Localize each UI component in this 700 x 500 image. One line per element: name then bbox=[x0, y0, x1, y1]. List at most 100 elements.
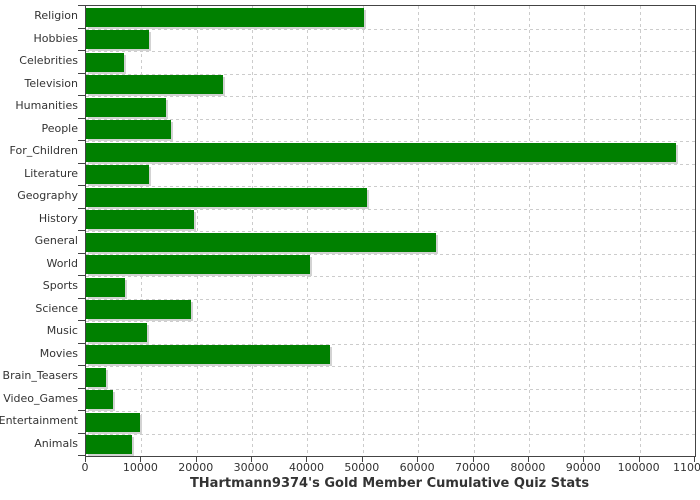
y-tick-label: Literature bbox=[24, 166, 78, 180]
y-tick-mark bbox=[78, 73, 85, 74]
gridline-horizontal bbox=[86, 119, 695, 120]
y-tick-mark bbox=[78, 28, 85, 29]
y-tick-mark bbox=[78, 163, 85, 164]
y-tick-label: Animals bbox=[34, 436, 78, 450]
plot-area bbox=[85, 5, 696, 457]
gridline-horizontal bbox=[86, 231, 695, 232]
y-tick-label: Geography bbox=[17, 189, 78, 203]
bar-sports bbox=[86, 277, 125, 297]
y-tick-mark bbox=[78, 50, 85, 51]
y-tick-label: Hobbies bbox=[33, 31, 78, 45]
x-tick-label: 80000 bbox=[510, 461, 546, 474]
y-tick-mark bbox=[78, 185, 85, 186]
x-tick-label: 30000 bbox=[233, 461, 269, 474]
x-tick-label: 10000 bbox=[122, 461, 158, 474]
x-tick-label: 0 bbox=[81, 461, 89, 474]
y-tick-label: For_Children bbox=[9, 144, 78, 158]
y-tick-mark bbox=[78, 365, 85, 366]
gridline-horizontal bbox=[86, 411, 695, 412]
x-tick-mark bbox=[527, 456, 529, 462]
y-tick-mark bbox=[78, 208, 85, 209]
gridline-horizontal bbox=[86, 366, 695, 367]
y-tick-mark bbox=[78, 388, 85, 389]
y-tick-mark bbox=[78, 253, 85, 254]
bar-humanities bbox=[86, 97, 166, 117]
bar-literature bbox=[86, 165, 149, 184]
x-tick-mark bbox=[472, 456, 474, 462]
bar-general bbox=[86, 232, 436, 252]
y-tick-mark bbox=[78, 275, 85, 276]
y-tick-mark bbox=[78, 320, 85, 321]
bar-music bbox=[86, 322, 147, 342]
bar-celebrities bbox=[86, 52, 124, 72]
x-tick-label: 100000 bbox=[617, 461, 660, 474]
y-tick-label: Humanities bbox=[15, 99, 78, 113]
bar-religion bbox=[86, 7, 364, 27]
gridline-horizontal bbox=[86, 51, 695, 52]
x-tick-mark bbox=[417, 456, 419, 462]
x-tick-label: 50000 bbox=[344, 461, 380, 474]
gridline-horizontal bbox=[86, 96, 695, 97]
y-tick-mark bbox=[78, 433, 85, 434]
gridline-horizontal bbox=[86, 186, 695, 187]
y-tick-mark bbox=[78, 298, 85, 299]
gridline-horizontal bbox=[86, 254, 695, 255]
bar-world bbox=[86, 255, 310, 274]
bar-brain_teasers bbox=[86, 367, 107, 387]
gridline-horizontal bbox=[86, 299, 695, 300]
y-tick-label: Entertainment bbox=[0, 414, 78, 428]
y-tick-label: People bbox=[41, 121, 78, 135]
bar-movies bbox=[86, 345, 331, 364]
x-tick-label: 20000 bbox=[178, 461, 214, 474]
chart-title: THartmann9374's Gold Member Cumulative Q… bbox=[189, 476, 590, 491]
bar-television bbox=[86, 75, 223, 94]
bar-geography bbox=[86, 187, 368, 207]
y-tick-label: Brain_Teasers bbox=[2, 369, 78, 383]
gridline-horizontal bbox=[86, 209, 695, 210]
x-tick-label: 40000 bbox=[288, 461, 324, 474]
y-tick-mark bbox=[78, 455, 85, 456]
y-tick-label: Video_Games bbox=[3, 391, 78, 405]
x-tick-mark bbox=[140, 456, 142, 462]
bar-hobbies bbox=[86, 30, 149, 49]
x-tick-mark bbox=[195, 456, 197, 462]
bar-science bbox=[86, 300, 191, 319]
x-tick-mark bbox=[583, 456, 585, 462]
x-tick-label: 90000 bbox=[565, 461, 601, 474]
gridline-horizontal bbox=[86, 141, 695, 142]
x-tick-label: 70000 bbox=[455, 461, 491, 474]
gridline-horizontal bbox=[86, 276, 695, 277]
y-tick-mark bbox=[78, 410, 85, 411]
y-tick-label: Television bbox=[24, 76, 79, 90]
y-tick-label: Religion bbox=[34, 9, 78, 23]
gridline-horizontal bbox=[86, 321, 695, 322]
y-tick-label: Sports bbox=[42, 279, 78, 293]
y-tick-mark bbox=[78, 5, 85, 6]
x-tick-mark bbox=[85, 456, 86, 462]
bar-for_children bbox=[86, 142, 677, 162]
gridline-horizontal bbox=[86, 164, 695, 165]
y-tick-mark bbox=[78, 118, 85, 119]
bar-video_games bbox=[86, 390, 113, 409]
bar-animals bbox=[86, 435, 132, 454]
gridline-horizontal bbox=[86, 344, 695, 345]
gridline-horizontal bbox=[86, 389, 695, 390]
y-tick-label: Movies bbox=[39, 346, 78, 360]
y-tick-label: Science bbox=[35, 301, 78, 315]
y-tick-mark bbox=[78, 230, 85, 231]
x-tick-label: 110000 bbox=[673, 461, 700, 474]
x-tick-label: 60000 bbox=[399, 461, 435, 474]
y-tick-label: Music bbox=[46, 324, 78, 338]
gridline-horizontal bbox=[86, 74, 695, 75]
x-tick-mark bbox=[251, 456, 253, 462]
gridline-horizontal bbox=[86, 434, 695, 435]
bar-entertainment bbox=[86, 412, 140, 432]
y-tick-mark bbox=[78, 343, 85, 344]
y-tick-mark bbox=[78, 140, 85, 141]
x-tick-mark bbox=[361, 456, 363, 462]
x-tick-mark bbox=[638, 456, 640, 462]
y-tick-label: General bbox=[34, 234, 78, 248]
x-tick-mark bbox=[694, 456, 695, 462]
y-tick-label: World bbox=[46, 256, 78, 270]
